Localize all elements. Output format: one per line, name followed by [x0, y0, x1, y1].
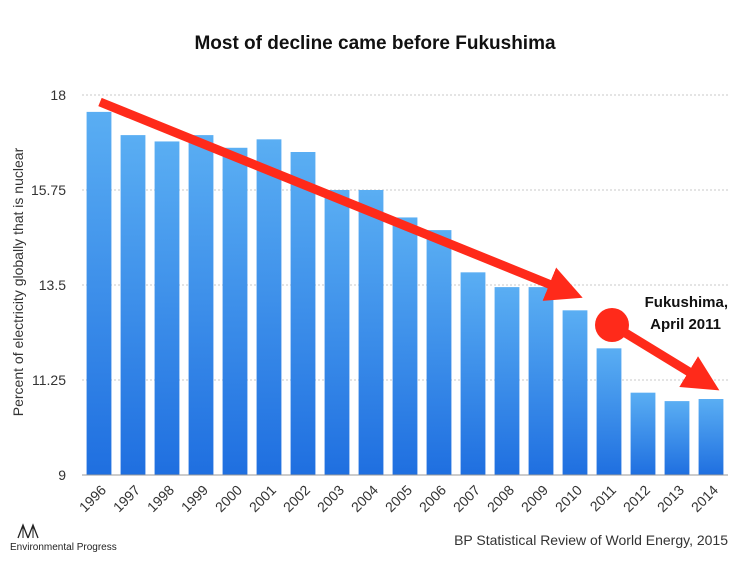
bar-2012: [630, 392, 656, 475]
bar-2004: [358, 190, 384, 475]
decline-arrow-pre-fukushima: [98, 97, 583, 301]
x-tick-label: 2002: [280, 482, 313, 515]
x-tick-label: 2012: [620, 482, 653, 515]
y-tick-label: 11.25: [32, 372, 66, 388]
environmental-progress-logo: Environmental Progress: [10, 522, 120, 556]
x-tick-label: 2010: [552, 482, 585, 515]
fukushima-marker-dot: [595, 308, 629, 342]
x-tick-label: 2013: [654, 482, 687, 515]
x-tick-label: 2000: [212, 482, 245, 515]
x-tick-label: 1996: [76, 482, 109, 515]
bar-2010: [562, 310, 588, 475]
x-tick-label: 2001: [246, 482, 279, 515]
x-tick-label: 2009: [518, 482, 551, 515]
bar-2003: [324, 190, 350, 475]
bar-2001: [256, 139, 282, 476]
x-tick-label: 1999: [178, 482, 211, 515]
y-tick-label: 9: [58, 467, 66, 483]
y-tick-label: 15.75: [31, 182, 66, 198]
x-tick-label: 2007: [450, 482, 483, 515]
bar-2009: [528, 287, 554, 475]
bar-2005: [392, 217, 418, 475]
y-tick-label: 13.5: [39, 277, 66, 293]
bar-2006: [426, 230, 452, 475]
x-tick-label: 2004: [348, 482, 381, 515]
source-note: BP Statistical Review of World Energy, 2…: [454, 532, 728, 548]
bars: [86, 111, 724, 476]
annotation-line-2: April 2011: [650, 316, 721, 333]
bar-2000: [222, 147, 248, 475]
annotation-line-1: Fukushima,: [645, 294, 728, 311]
x-tick-label: 1998: [144, 482, 177, 515]
bar-2002: [290, 152, 316, 475]
y-tick-label: 18: [50, 87, 66, 103]
x-tick-label: 1997: [110, 482, 143, 515]
x-tick-label: 2011: [587, 482, 620, 515]
x-tick-label: 2003: [314, 482, 347, 515]
bar-2011: [596, 348, 622, 475]
x-tick-label: 2014: [688, 482, 721, 515]
logo-text: Environmental Progress: [10, 542, 117, 553]
bar-1999: [188, 135, 214, 475]
bar-2013: [664, 401, 690, 475]
annotations: Fukushima, April 2011: [98, 97, 728, 391]
bar-1997: [120, 135, 146, 475]
bar-1998: [154, 141, 180, 475]
chart-title: Most of decline came before Fukushima: [194, 33, 556, 54]
tree-logo-icon: [17, 523, 39, 539]
bar-2014: [698, 399, 724, 475]
bar-2007: [460, 272, 486, 475]
bar-1996: [86, 111, 112, 475]
decline-arrow-post-fukushima: [611, 322, 720, 391]
x-tick-label: 2008: [484, 482, 517, 515]
x-tick-label: 2005: [382, 482, 415, 515]
x-tick-label: 2006: [416, 482, 449, 515]
bar-2008: [494, 287, 520, 475]
